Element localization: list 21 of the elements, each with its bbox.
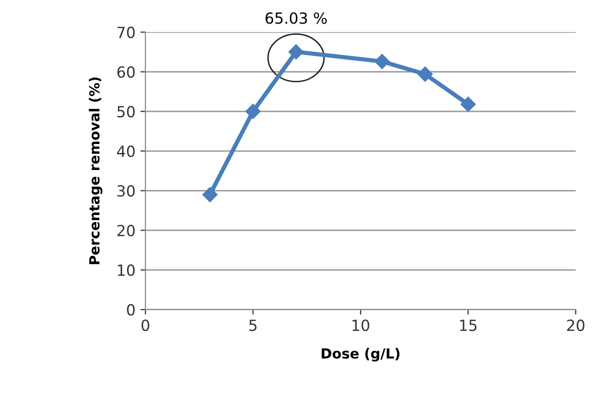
y-tick-label: 60 — [117, 66, 135, 78]
y-axis-title: Percentage removal (%) — [88, 77, 102, 264]
y-tick-label: 0 — [127, 304, 135, 316]
x-tick-label: 0 — [142, 320, 150, 332]
point — [418, 66, 433, 82]
y-tick-label: 70 — [118, 26, 135, 38]
y-tick-label: 30 — [117, 185, 135, 197]
x-tick-label: 10 — [352, 320, 370, 332]
point — [460, 96, 476, 112]
point — [202, 187, 218, 202]
point — [245, 104, 261, 119]
y-tick-label: 40 — [117, 146, 135, 158]
y-tick-label: 50 — [117, 106, 135, 118]
x-tick-label: 5 — [249, 320, 257, 332]
y-tick-label: 10 — [118, 264, 135, 276]
x-tick-label: 20 — [567, 320, 584, 332]
y-tick-label: 20 — [117, 224, 135, 236]
annotation: 65.03 % — [266, 12, 327, 24]
point — [374, 54, 390, 70]
x-tick-label: 15 — [460, 320, 477, 332]
x-axis-title: Dose (g/L) — [322, 348, 400, 362]
